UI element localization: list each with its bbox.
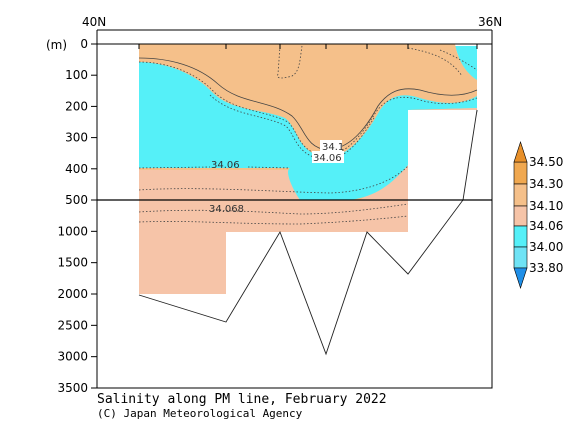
y-tick-label: 1500 — [57, 256, 88, 270]
contour-dotted-2 — [209, 94, 375, 161]
colorbar-label: 34.00 — [529, 240, 563, 254]
fill-peach-upper — [139, 170, 300, 200]
fill-orange-top — [139, 44, 477, 150]
station-ticks — [138, 44, 478, 49]
y-tick-label: 3500 — [57, 381, 88, 395]
fill-cyan-upper — [139, 62, 477, 200]
colorbar-bottom-arrow — [513, 267, 528, 289]
contour-label-1: 34.1 — [322, 142, 344, 153]
fill-peach-rightcorner — [408, 108, 477, 110]
y-tick-label: 100 — [65, 68, 88, 82]
colorbar-label: 33.80 — [529, 261, 563, 275]
contour-top-right — [407, 47, 478, 77]
colorbar-swatch — [513, 161, 528, 185]
fill-peach-lower — [139, 200, 408, 294]
bathymetry — [138, 109, 478, 356]
lower-section-fill — [139, 200, 408, 294]
upper-white-notch-edge — [462, 109, 478, 201]
colorbar-swatch — [513, 205, 528, 227]
colorbar-swatch — [513, 183, 528, 207]
y-tick-label: 2000 — [57, 287, 88, 301]
bottom-profile-line — [138, 109, 478, 356]
contour-label-2: 34.06 — [313, 153, 342, 164]
colorbar-swatch — [513, 225, 528, 248]
chart-credit: (C) Japan Meteorological Agency — [97, 407, 303, 420]
contour-label-group: 34.1 34.06 34.06 34.068 — [209, 140, 344, 215]
colorbar-label: 34.10 — [529, 199, 563, 213]
y-tick-label: 2500 — [57, 318, 88, 332]
x-tick-label-40n: 40N — [82, 15, 106, 29]
colorbar: 33.80 34.00 34.06 34.10 34.30 34.50 — [513, 141, 563, 289]
colorbar-label: 34.30 — [529, 177, 563, 191]
y-tick-label: 1000 — [57, 224, 88, 238]
upper-white-notch — [408, 110, 477, 200]
y-tick-label: 400 — [65, 162, 88, 176]
y-tick-label: 300 — [65, 131, 88, 145]
y-ticks: 0 100 200 300 400 500 1000 1500 2000 2500 3000 3500 — [57, 37, 97, 395]
contour-dotted-1 — [138, 61, 478, 157]
contour-34-06-upper — [138, 166, 291, 169]
contour-label-3: 34.06 — [211, 160, 240, 171]
colorbar-top-arrow — [513, 141, 528, 163]
contour-lines — [138, 45, 478, 225]
plot-frame — [96, 43, 493, 389]
contour-deep-upper — [138, 165, 409, 194]
y-tick-label: 500 — [65, 193, 88, 207]
upper-section-fill — [139, 44, 477, 200]
colorbar-label: 34.06 — [529, 219, 563, 233]
contour-top-orange — [277, 45, 303, 79]
colorbar-swatch — [513, 246, 528, 269]
y-axis-label: (m) — [46, 38, 67, 52]
chart-title: Salinity along PM line, February 2022 — [97, 392, 387, 407]
contour-label-4: 34.068 — [209, 204, 244, 215]
colorbar-label: 34.50 — [529, 155, 563, 169]
x-tick-label-36n: 36N — [478, 15, 502, 29]
y-tick-label: 200 — [65, 99, 88, 113]
y-tick-label: 3000 — [57, 350, 88, 364]
y-tick-label: 0 — [80, 37, 88, 51]
